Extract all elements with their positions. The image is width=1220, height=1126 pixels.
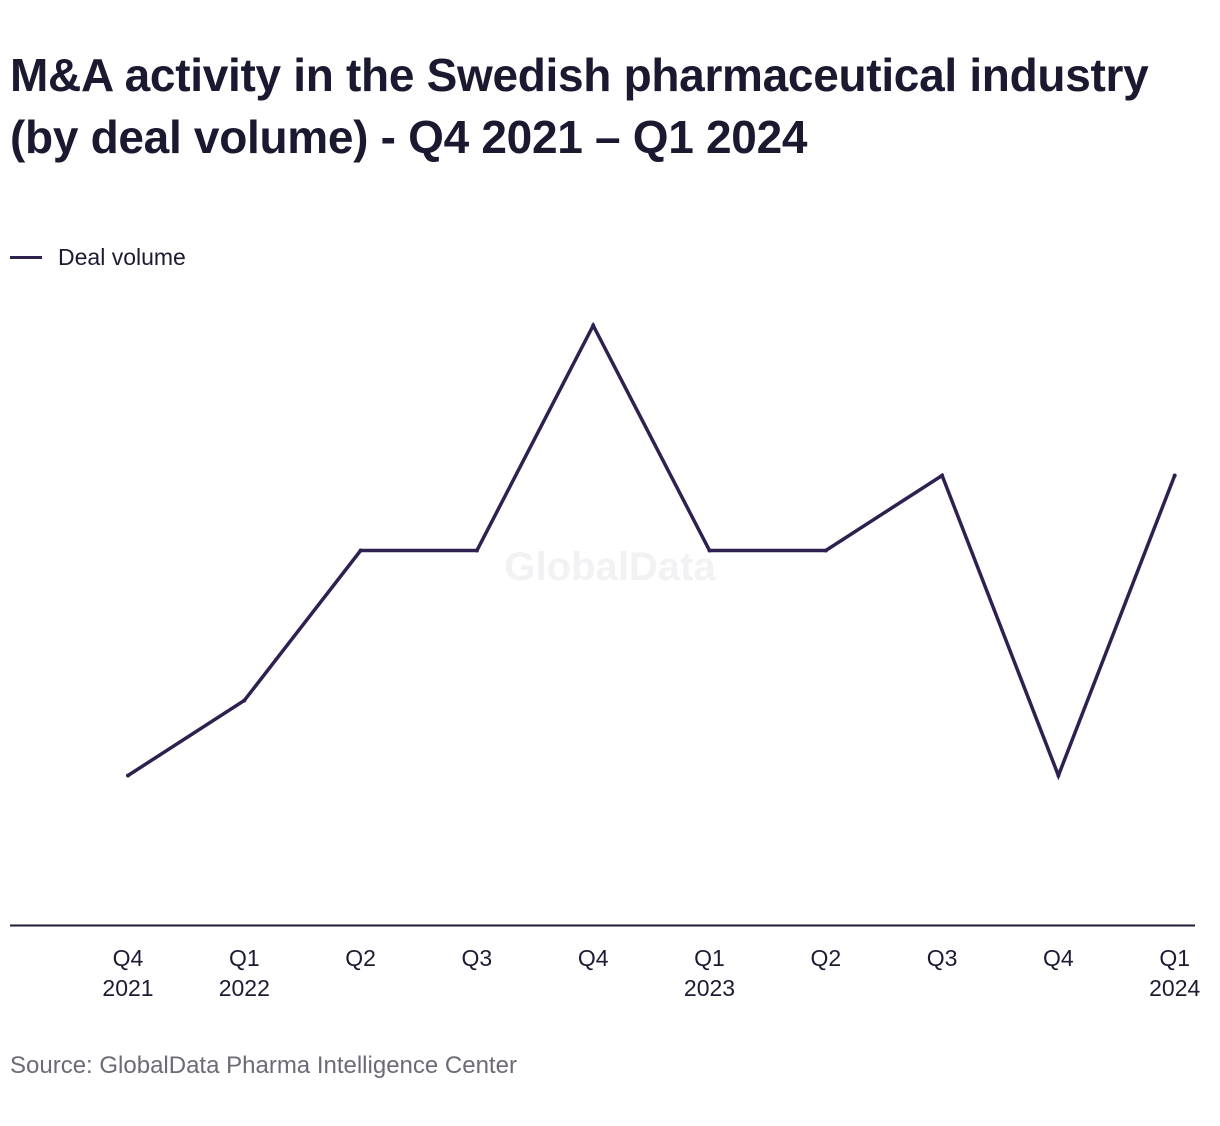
data-point bbox=[1056, 773, 1061, 778]
x-tick-label: Q3 bbox=[462, 945, 493, 971]
data-point bbox=[940, 473, 945, 478]
data-point bbox=[707, 548, 712, 553]
data-point bbox=[1172, 473, 1177, 478]
data-point bbox=[474, 548, 479, 553]
x-axis-ticks: Q4 2021 Q1 2022 Q2 Q3 Q4 Q1 2023 Q2 Q3 Q4 Q1 2024 bbox=[102, 945, 1200, 1001]
watermark-text: GlobalData bbox=[504, 545, 716, 589]
legend-line-swatch bbox=[10, 255, 42, 259]
source-note: Source: GlobalData Pharma Intelligence C… bbox=[10, 1052, 517, 1079]
x-tick-label: Q4 bbox=[1043, 945, 1074, 971]
data-point bbox=[242, 698, 247, 703]
legend: Deal volume bbox=[10, 242, 186, 272]
x-tick-label: Q1 2024 bbox=[1149, 945, 1200, 1001]
x-tick-label: Q4 bbox=[578, 945, 609, 971]
x-tick-label: Q4 2021 bbox=[102, 945, 153, 1001]
data-point bbox=[823, 548, 828, 553]
chart-marks bbox=[10, 321, 1195, 927]
x-tick-label: Q2 bbox=[345, 945, 376, 971]
data-point bbox=[358, 548, 363, 553]
x-tick-label: Q2 bbox=[810, 945, 841, 971]
series-line-deal-volume bbox=[127, 321, 1177, 781]
x-tick-label: Q1 2023 bbox=[684, 945, 735, 1001]
chart-title: M&A activity in the Swedish pharmaceutic… bbox=[10, 49, 1149, 163]
data-point bbox=[591, 323, 596, 328]
x-tick-label: Q3 bbox=[927, 945, 958, 971]
legend-label-deal-volume: Deal volume bbox=[58, 243, 186, 270]
x-tick-label: Q1 2022 bbox=[219, 945, 270, 1001]
data-point bbox=[126, 773, 130, 778]
